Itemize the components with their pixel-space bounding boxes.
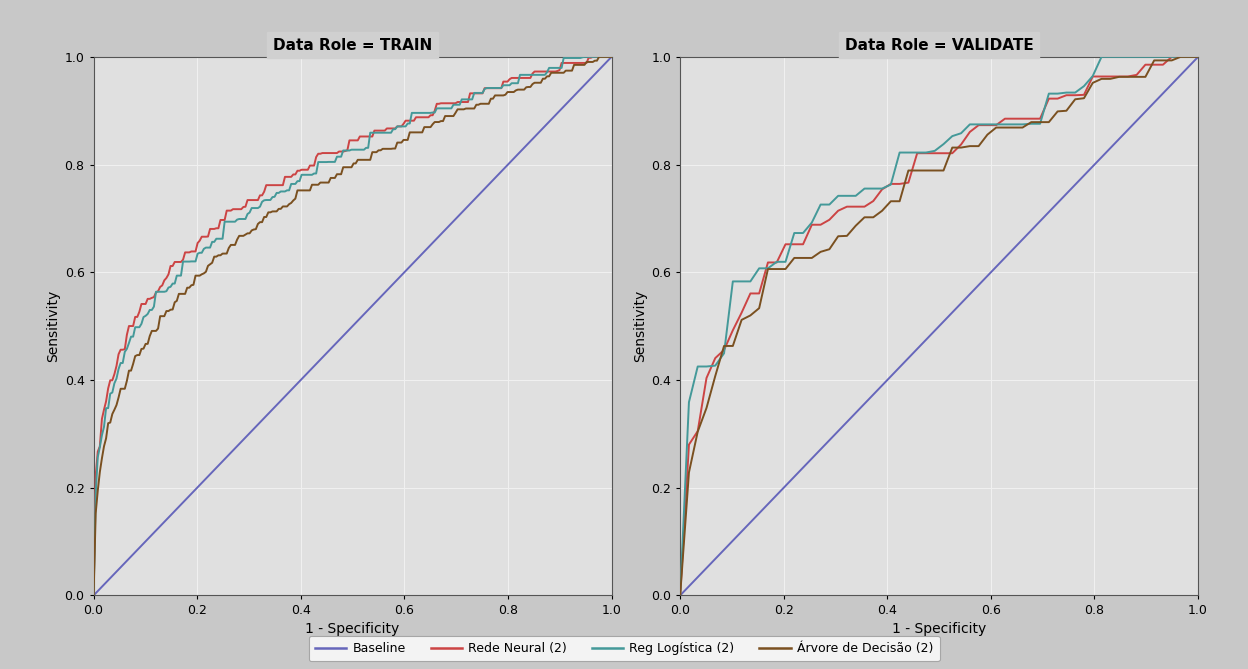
- X-axis label: 1 - Specificity: 1 - Specificity: [306, 622, 399, 636]
- Y-axis label: Sensitivity: Sensitivity: [633, 290, 646, 362]
- Y-axis label: Sensitivity: Sensitivity: [46, 290, 60, 362]
- Title: Data Role = VALIDATE: Data Role = VALIDATE: [845, 38, 1033, 53]
- Title: Data Role = TRAIN: Data Role = TRAIN: [273, 38, 432, 53]
- Legend: Baseline, Rede Neural (2), Reg Logística (2), Árvore de Decisão (2): Baseline, Rede Neural (2), Reg Logística…: [308, 636, 940, 662]
- X-axis label: 1 - Specificity: 1 - Specificity: [892, 622, 986, 636]
